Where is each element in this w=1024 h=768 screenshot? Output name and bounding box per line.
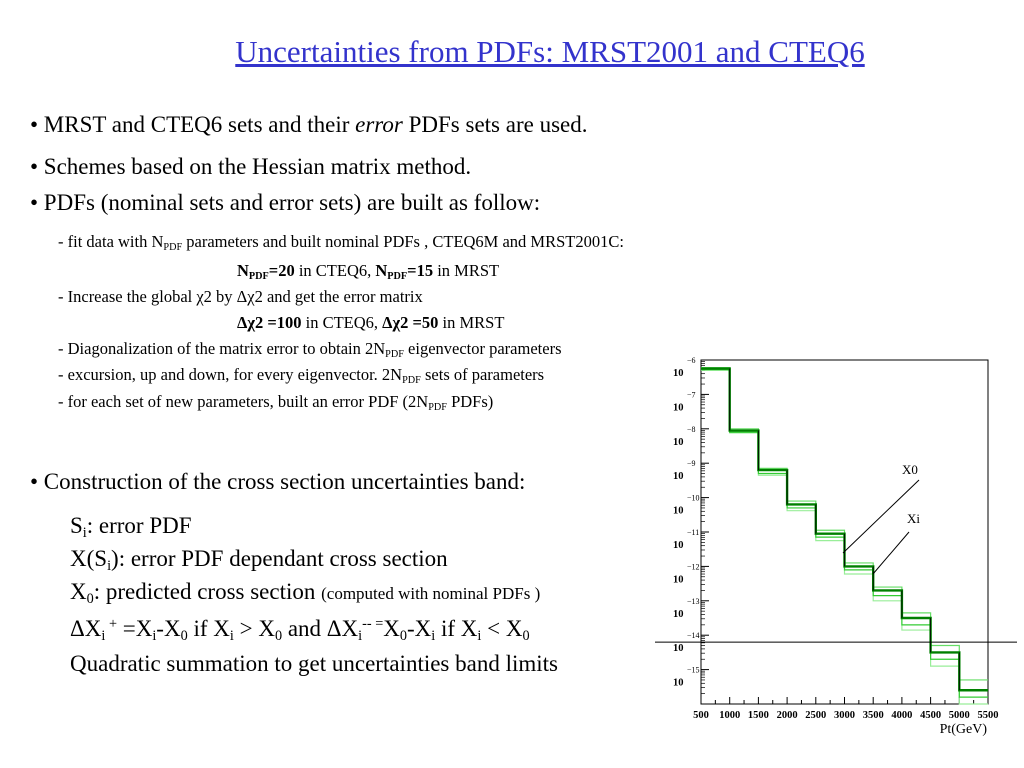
bullet-construction: • Construction of the cross section unce… (30, 469, 526, 494)
y-tick-base: 10 (673, 368, 684, 379)
y-tick-base: 10 (673, 574, 684, 585)
annotation-x0: X0 (902, 462, 918, 477)
bullet-pdf-build: • PDFs (nominal sets and error sets) are… (30, 190, 541, 215)
band-line-delta: ΔXi + =Xi-X0 if Xi > X0 and ΔXi-- =X0-Xi… (70, 616, 530, 644)
x-tick-label: 4000 (891, 710, 912, 721)
step-chi2-values: Δχ2 =100 in CTEQ6, Δχ2 =50 in MRST (237, 313, 505, 332)
x-tick-label: 5000 (949, 710, 970, 721)
y-tick-base: 10 (673, 506, 684, 517)
y-tick-exponent: −14 (687, 631, 700, 640)
chart-labels: 500 1000 1500 2000 2500 3000 3500 4000 4500 5000 5… (673, 356, 999, 737)
x-tick-label: 2000 (777, 710, 798, 721)
y-tick-base: 10 (673, 471, 684, 482)
y-tick-exponent: −9 (687, 459, 696, 468)
x-axis-label: Pt(GeV) (940, 722, 988, 737)
band-line-quadratic: Quadratic summation to get uncertainties… (70, 651, 558, 676)
annotation-x0-pointer (842, 479, 920, 554)
y-tick-exponent: −8 (687, 425, 696, 434)
chart-axes (700, 359, 989, 705)
cross-section-chart: 500 1000 1500 2000 2500 3000 3500 4000 4500 5000 5… (655, 356, 1017, 737)
step-fit: - fit data with NPDF parameters and buil… (58, 232, 624, 253)
step-diagonalization: - Diagonalization of the matrix error to… (58, 339, 562, 360)
bullet-sets: • MRST and CTEQ6 sets and their error PD… (30, 112, 588, 137)
band-line-xsi: X(Si): error PDF dependant cross section (70, 546, 448, 574)
y-tick-exponent: −10 (687, 494, 700, 503)
step-error-pdf: - for each set of new parameters, built … (58, 392, 494, 413)
y-tick-exponent: −12 (687, 562, 700, 571)
chart-series (655, 366, 1017, 705)
band-line-si: Si: error PDF (70, 513, 192, 541)
x-tick-label: 4500 (920, 710, 941, 721)
step-excursion: - excursion, up and down, for every eige… (58, 365, 545, 386)
y-tick-exponent: −15 (687, 666, 700, 675)
y-tick-exponent: −13 (687, 597, 700, 606)
series-line-error-set-1 (701, 366, 988, 681)
x-tick-label: 5500 (978, 710, 999, 721)
band-line-x0: X0: predicted cross section (computed wi… (70, 579, 541, 607)
y-tick-base: 10 (673, 540, 684, 551)
x-tick-label: 1500 (748, 710, 769, 721)
y-tick-exponent: −11 (687, 528, 699, 537)
slide-title: Uncertainties from PDFs: MRST2001 and CT… (235, 34, 865, 69)
y-tick-base: 10 (673, 402, 684, 413)
step-chi2: - Increase the global χ2 by Δχ2 and get … (58, 287, 423, 306)
y-tick-base: 10 (673, 678, 684, 689)
step-fit-values: NPDF=20 in CTEQ6, NPDF=15 in MRST (237, 261, 500, 282)
y-tick-exponent: −6 (687, 356, 696, 365)
x-tick-label: 1000 (719, 710, 740, 721)
x-tick-label: 3000 (834, 710, 855, 721)
x-tick-label: 500 (693, 710, 709, 721)
annotation-xi-pointer (872, 531, 910, 575)
y-tick-exponent: −7 (687, 390, 696, 399)
annotation-xi: Xi (907, 511, 920, 526)
x-tick-label: 2500 (805, 710, 826, 721)
y-tick-base: 10 (673, 609, 684, 620)
y-tick-base: 10 (673, 643, 684, 654)
bullet-hessian: • Schemes based on the Hessian matrix me… (30, 154, 472, 179)
x-tick-label: 3500 (863, 710, 884, 721)
y-tick-base: 10 (673, 437, 684, 448)
